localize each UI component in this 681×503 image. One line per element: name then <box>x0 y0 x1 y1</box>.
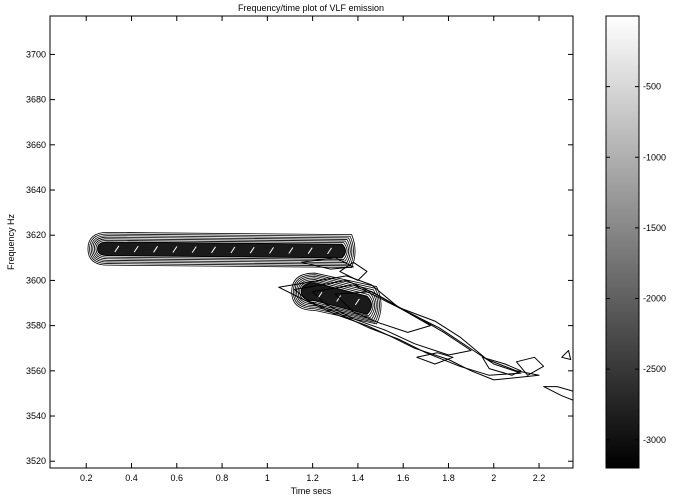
x-tick-label: 2.2 <box>533 473 546 483</box>
x-tick-label: 1 <box>265 473 270 483</box>
band-contour <box>87 231 356 268</box>
colorbar-tick-label: -2000 <box>643 294 666 304</box>
y-tick-label: 3620 <box>26 230 46 240</box>
contour-line <box>543 386 573 401</box>
y-axis: 3520 3540 3560 3580 3600 3620 3640 3660 3680 3700 <box>26 49 573 466</box>
contour-line <box>339 261 368 281</box>
y-tick-label: 3660 <box>26 140 46 150</box>
upper-emission-band <box>87 231 356 268</box>
contour-line <box>481 356 522 376</box>
band-streak <box>249 246 255 254</box>
contour-line <box>312 284 472 356</box>
band-contour <box>89 233 354 267</box>
colorbar <box>605 15 640 469</box>
x-tick-label: 0.4 <box>125 473 138 483</box>
y-axis-label: Frequency Hz <box>6 213 16 270</box>
band-contour <box>90 235 353 265</box>
band-contour <box>294 275 379 322</box>
band-contour <box>291 272 382 325</box>
y-tick-label: 3640 <box>26 185 46 195</box>
x-tick-label: 0.8 <box>216 473 229 483</box>
y-tick-label: 3700 <box>26 49 46 59</box>
x-tick-label: 1.6 <box>397 473 410 483</box>
band-streak <box>288 247 294 254</box>
x-tick-label: 0.2 <box>80 473 93 483</box>
contour-line <box>278 275 540 381</box>
y-tick-label: 3540 <box>26 411 46 421</box>
band-streak <box>336 295 342 302</box>
contour-line <box>334 291 431 333</box>
x-tick-label: 1.2 <box>306 473 319 483</box>
band-contour <box>296 277 377 320</box>
y-tick-label: 3680 <box>26 95 46 105</box>
band-streak <box>191 246 197 253</box>
x-axis: 0.2 0.4 0.6 0.8 1 1.2 1.4 1.6 1.8 2 2.2 <box>80 16 545 483</box>
colorbar-tick-label: -1000 <box>643 152 666 162</box>
plot-frame <box>49 15 574 469</box>
band-streak <box>172 246 178 253</box>
x-tick-label: 2 <box>491 473 496 483</box>
band-streak <box>327 247 332 255</box>
chart-title: Frequency/time plot of VLF emission <box>238 3 384 13</box>
band-streak <box>307 247 313 254</box>
band-streak <box>133 245 139 253</box>
contour-line <box>300 257 354 270</box>
y-tick-label: 3520 <box>26 456 46 466</box>
x-axis-label: Time secs <box>291 486 332 496</box>
contour-layer <box>87 231 573 401</box>
band-streak <box>230 246 236 254</box>
colorbar-tick-label: -1500 <box>643 223 666 233</box>
contour-line <box>416 352 454 365</box>
band-streak <box>114 245 120 253</box>
band-contour <box>297 279 376 318</box>
colorbar-tick-label: -2500 <box>643 364 666 374</box>
contour-line <box>561 350 572 360</box>
colorbar-axis: -500 -1000 -1500 -2000 -2500 -3000 <box>606 82 666 445</box>
colorbar-tick-label: -500 <box>643 82 661 92</box>
y-tick-label: 3580 <box>26 321 46 331</box>
band-contour <box>92 236 351 264</box>
band-contour <box>292 274 380 323</box>
descending-emission-tail <box>278 257 573 401</box>
band-streak <box>354 298 360 306</box>
band-contour <box>95 239 348 260</box>
x-tick-label: 1.4 <box>352 473 365 483</box>
contour-line <box>515 356 545 376</box>
band-streak <box>153 246 158 253</box>
band-streak <box>211 246 216 254</box>
y-tick-label: 3560 <box>26 366 46 376</box>
band-streak <box>269 247 274 254</box>
band-core <box>97 241 346 259</box>
x-tick-label: 1.8 <box>442 473 455 483</box>
y-tick-label: 3600 <box>26 275 46 285</box>
band-contour <box>93 238 350 262</box>
x-tick-label: 0.6 <box>171 473 184 483</box>
colorbar-tick-label: -3000 <box>643 435 666 445</box>
